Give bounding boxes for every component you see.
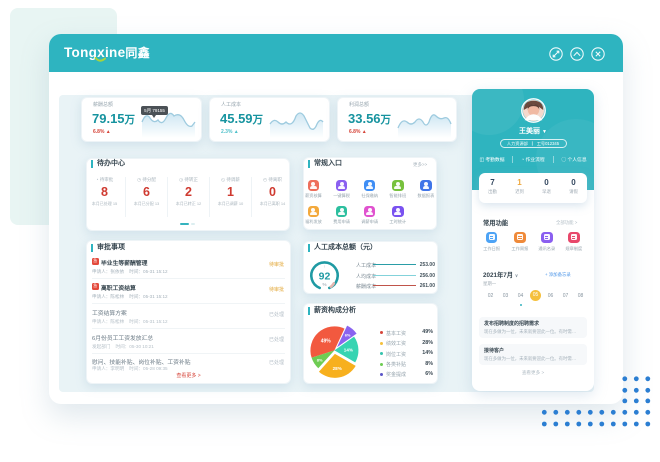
svg-text:49%: 49%	[321, 338, 332, 344]
svg-text:8%: 8%	[317, 358, 323, 363]
svg-text:28%: 28%	[333, 366, 342, 371]
svg-text:14%: 14%	[344, 347, 353, 352]
svg-text:92: 92	[319, 270, 331, 282]
svg-text:%: %	[322, 282, 326, 287]
svg-text:↑: ↑	[323, 264, 325, 269]
svg-text:6%: 6%	[345, 332, 351, 337]
